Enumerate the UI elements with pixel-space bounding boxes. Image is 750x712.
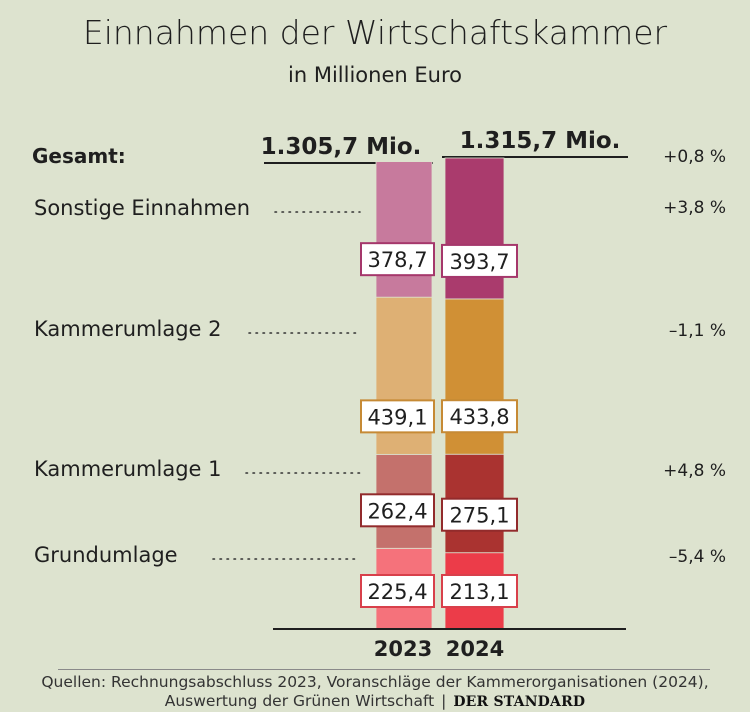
total-label: Gesamt: [32, 144, 126, 168]
change-grundumlage: –5,4 % [669, 547, 726, 567]
series-label-kammerumlage-1: Kammerumlage 1 [34, 457, 222, 481]
source-line-2: Auswertung der Grünen Wirtschaft [164, 692, 435, 710]
chart-title: Einnahmen der Wirtschaftskammer [83, 13, 668, 52]
value-label-grundumlage-2023: 225,4 [367, 580, 427, 604]
source-line-1: Quellen: Rechnungsabschluss 2023, Vorans… [41, 673, 709, 691]
bars-group [375, 157, 505, 630]
value-box-kammerumlage-2-2024 [441, 399, 518, 434]
value-label-kammerumlage-1-2023: 262,4 [367, 499, 427, 523]
series-label-sonstige-einnahmen: Sonstige Einnahmen [34, 196, 250, 220]
source-line-2-wrap: Auswertung der Grünen Wirtschaft | DER S… [0, 692, 750, 710]
x-label-2023: 2023 [374, 637, 432, 661]
value-label-kammerumlage-1-2024: 275,1 [449, 504, 509, 528]
series-label-grundumlage: Grundumlage [34, 543, 178, 567]
value-box-grundumlage-2023 [360, 574, 435, 608]
value-box-kammerumlage-1-2024 [441, 497, 518, 532]
chart-subtitle: in Millionen Euro [288, 63, 462, 87]
value-label-grundumlage-2024: 213,1 [449, 580, 509, 604]
x-label-2024: 2024 [446, 637, 504, 661]
bar-sonstige-einnahmen-2023 [375, 161, 433, 298]
total-change: +0,8 % [663, 147, 726, 167]
value-box-kammerumlage-1-2023 [360, 493, 435, 528]
value-box-kammerumlage-2-2023 [360, 399, 435, 434]
total-2023: 1.305,7 Mio. [261, 134, 422, 160]
labels-group: 225,4 213,1 Grundumlage –5,4 % 262,4 275,1 Kam… [34, 196, 726, 608]
value-label-sonstige-einnahmen-2024: 393,7 [449, 250, 509, 274]
value-label-sonstige-einnahmen-2023: 378,7 [367, 248, 427, 272]
series-label-kammerumlage-2: Kammerumlage 2 [34, 317, 222, 341]
footer-divider [58, 669, 710, 670]
value-label-kammerumlage-2-2024: 433,8 [449, 405, 509, 429]
brand-logo: DER STANDARD [453, 694, 586, 710]
change-kammerumlage-2: –1,1 % [669, 321, 726, 341]
value-box-grundumlage-2024 [441, 574, 518, 608]
value-box-sonstige-einnahmen-2024 [441, 243, 518, 278]
value-box-sonstige-einnahmen-2023 [360, 242, 435, 277]
value-label-kammerumlage-2-2023: 439,1 [367, 405, 427, 429]
total-2024: 1.315,7 Mio. [460, 128, 621, 154]
change-kammerumlage-1: +4,8 % [663, 461, 726, 481]
change-sonstige-einnahmen: +3,8 % [663, 198, 726, 218]
source-separator: | [441, 692, 447, 710]
